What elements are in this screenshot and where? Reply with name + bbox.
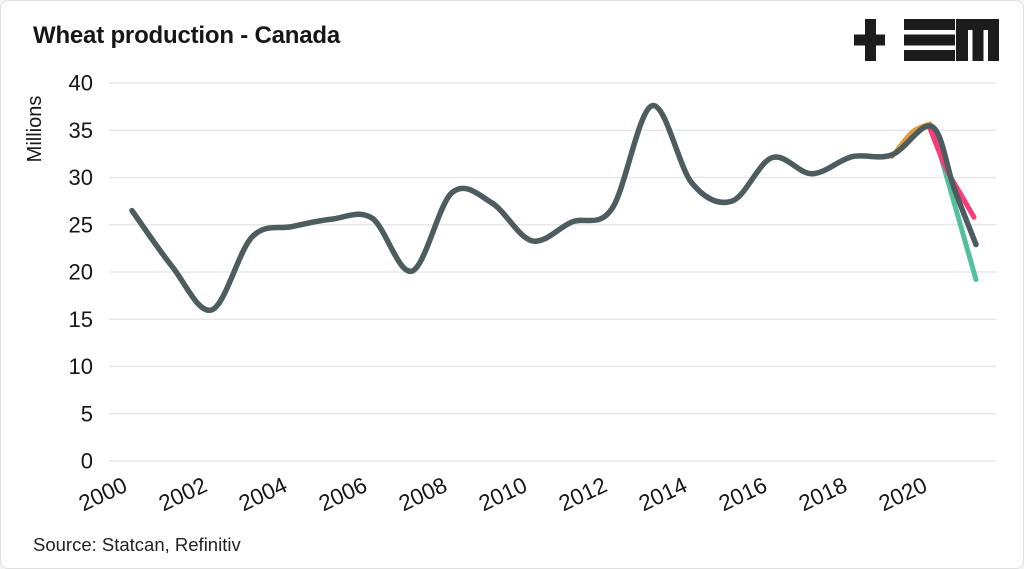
triple-bar-icon (904, 19, 955, 61)
x-tick-label: 2006 (315, 472, 371, 516)
plus-icon (854, 19, 885, 61)
y-tick-label: 30 (69, 165, 93, 190)
x-tick-label: 2018 (795, 472, 851, 516)
x-tick-label: 2012 (555, 472, 611, 516)
y-tick-label: 0 (81, 449, 93, 474)
y-tick-label: 10 (69, 354, 93, 379)
x-tick-label: 2010 (475, 472, 531, 516)
x-tick-label: 2020 (875, 472, 931, 516)
chart-title: Wheat production - Canada (33, 22, 341, 49)
y-tick-label: 40 (69, 71, 93, 96)
x-tick-label: 2004 (235, 472, 291, 516)
y-tick-label: 20 (69, 260, 93, 285)
y-tick-label: 15 (69, 307, 93, 332)
y-axis-label: Millions (24, 96, 46, 163)
x-tick-label: 2008 (395, 472, 451, 516)
y-tick-label: 5 (81, 401, 93, 426)
y-tick-label: 25 (69, 212, 93, 237)
blocky-m-icon (956, 19, 999, 61)
series-line-production (129, 102, 979, 313)
x-tick-label: 2002 (155, 472, 211, 516)
x-tick-label: 2016 (715, 472, 771, 516)
tem-logo (854, 19, 999, 61)
x-tick-label: 2000 (75, 472, 131, 516)
x-tick-label: 2014 (635, 472, 691, 516)
y-tick-label: 35 (69, 118, 93, 143)
source-caption: Source: Statcan, Refinitiv (33, 534, 241, 555)
